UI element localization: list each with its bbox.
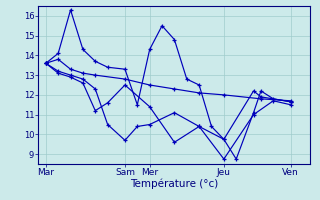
X-axis label: Température (°c): Température (°c) — [130, 179, 219, 189]
